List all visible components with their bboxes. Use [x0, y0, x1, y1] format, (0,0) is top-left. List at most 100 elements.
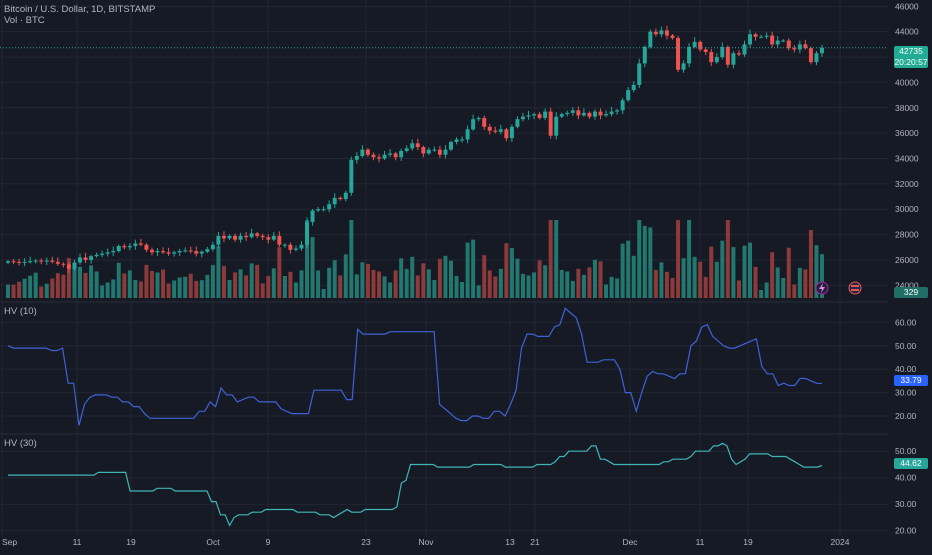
volume-bar [543, 265, 548, 298]
volume-legend: Vol · BTC [4, 15, 45, 26]
candle [692, 41, 697, 47]
volume-tag: 329 [894, 287, 928, 298]
candle [172, 252, 177, 254]
candle [515, 119, 520, 127]
volume-bar [310, 237, 315, 298]
candle [50, 260, 55, 262]
price-tick-label: 36000 [895, 128, 919, 138]
volume-bar [194, 280, 199, 298]
price-tick-label: 44000 [895, 27, 919, 37]
last-price-tag: 42735 20:20:57 [894, 46, 928, 68]
candle [349, 159, 354, 193]
candle [587, 112, 592, 117]
volume-bar [17, 281, 22, 298]
volume-bar [404, 268, 409, 298]
candle [44, 260, 49, 262]
us-flag-icon-bg [848, 281, 862, 295]
candle [554, 116, 559, 136]
candle [698, 41, 703, 50]
volume-bar [814, 245, 819, 298]
volume-bar [576, 268, 581, 298]
volume-bar [615, 278, 620, 298]
volume-bar [659, 262, 664, 298]
us-flag-icon-stripe [851, 285, 859, 287]
volume-bar [89, 265, 94, 298]
volume-bar [687, 220, 692, 298]
volume-bar [288, 271, 293, 298]
candle [770, 35, 775, 45]
volume-bar [199, 280, 204, 298]
hv30-value: 44.62 [900, 458, 922, 468]
volume-bar [266, 275, 271, 298]
candle [205, 249, 210, 252]
volume-bar [714, 261, 719, 298]
volume-bar [437, 258, 442, 298]
date-tick-label: Oct [206, 537, 220, 547]
volume-bar [642, 225, 647, 298]
volume-bar [537, 260, 542, 298]
hv30-line [8, 442, 823, 527]
price-tick-label: 40000 [895, 77, 919, 87]
candle [565, 112, 570, 115]
volume-bar [454, 275, 459, 298]
candle [365, 149, 370, 155]
candle [22, 261, 27, 263]
volume-bar [332, 260, 337, 298]
volume-bar [44, 283, 49, 298]
volume-bar [498, 268, 503, 298]
candle [576, 110, 581, 116]
candle [100, 253, 105, 255]
hv10-tick-label: 40.00 [895, 364, 917, 374]
candle [493, 130, 498, 132]
volume-bar [432, 280, 437, 298]
candle [144, 244, 149, 250]
candle [66, 264, 71, 269]
date-tick-label: 19 [743, 537, 753, 547]
volume-bar [681, 258, 686, 298]
candle [820, 47, 824, 54]
volume-bar [338, 275, 343, 298]
volume-bar [626, 240, 631, 298]
candle [238, 235, 243, 240]
candle [426, 149, 431, 154]
volume-bar [177, 277, 182, 298]
volume-bar [133, 279, 138, 298]
candle [421, 147, 426, 154]
candle [709, 51, 714, 63]
volume-bar [448, 260, 453, 298]
candle [681, 63, 686, 70]
candle [72, 262, 77, 269]
candle [332, 197, 337, 205]
candle [592, 111, 597, 117]
candle [648, 31, 653, 47]
volume-bar [526, 275, 531, 298]
volume-bar [426, 269, 431, 298]
candle [116, 246, 121, 252]
price-tick-label: 34000 [895, 154, 919, 164]
hv30-tick-label: 20.00 [895, 526, 917, 536]
candle [626, 90, 631, 101]
hv10-legend: HV (10) [4, 306, 37, 317]
volume-bar [244, 275, 249, 298]
price-tick-label: 24000 [895, 280, 919, 290]
candle [504, 129, 509, 139]
volume-bar [548, 220, 553, 298]
candle [210, 244, 215, 250]
candle [676, 38, 681, 70]
volume-bar [155, 272, 160, 298]
main-legend: Bitcoin / U.S. Dollar, 1D, BITSTAMP Vol … [4, 4, 155, 26]
volume-bar [388, 282, 393, 298]
candle [255, 233, 260, 236]
price-tick-label: 26000 [895, 255, 919, 265]
candle [803, 44, 808, 49]
volume-bar [764, 282, 769, 298]
candle [448, 142, 453, 150]
candle [316, 209, 321, 211]
candle [725, 46, 730, 65]
volume-bar [149, 270, 154, 298]
date-tick-label: 19 [126, 537, 136, 547]
hv30-tag: 44.62 [894, 458, 928, 469]
candle [637, 63, 642, 85]
volume-bar [11, 284, 16, 298]
